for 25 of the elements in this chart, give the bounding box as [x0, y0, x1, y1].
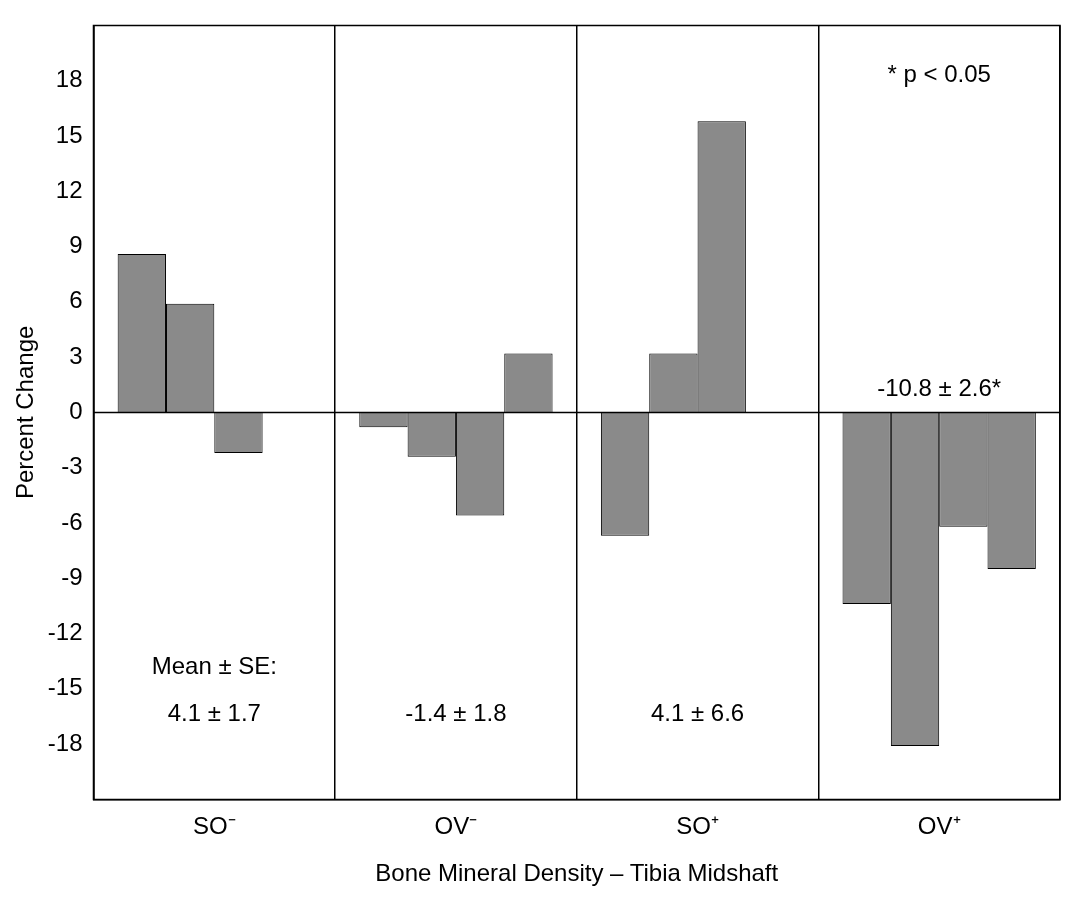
annotation: 4.1 ± 6.6: [650, 698, 745, 726]
y-axis-title: Percent Change: [11, 325, 39, 500]
y-tick-label: -6: [61, 507, 83, 535]
x-axis-title: Bone Mineral Density – Tibia Midshaft: [375, 859, 779, 887]
annotation: * p < 0.05: [887, 60, 991, 88]
x-tick-label: SO⁻: [192, 812, 236, 840]
y-tick-label: -15: [47, 673, 83, 701]
x-tick-label: OV⁻: [434, 812, 478, 840]
x-tick-label: OV⁺: [917, 812, 961, 840]
y-tick-label: -9: [61, 562, 83, 590]
y-tick-label: 0: [69, 397, 83, 425]
annotation: -1.4 ± 1.8: [405, 698, 507, 726]
y-tick-label: 9: [69, 231, 83, 259]
y-tick-label: 6: [69, 286, 83, 314]
y-tick-label: 12: [55, 175, 83, 203]
annotation: -10.8 ± 2.6*: [877, 373, 1002, 401]
x-tick-label: SO⁺: [676, 812, 719, 840]
y-tick-label: -18: [47, 728, 83, 756]
y-tick-label: 15: [55, 120, 83, 148]
y-tick-label: 18: [55, 65, 83, 93]
y-tick-label: 3: [69, 341, 83, 369]
annotation: Mean ± SE:: [151, 652, 277, 680]
annotation: 4.1 ± 1.7: [167, 698, 261, 726]
y-tick-label: -12: [47, 618, 83, 646]
y-tick-label: -3: [61, 452, 83, 480]
